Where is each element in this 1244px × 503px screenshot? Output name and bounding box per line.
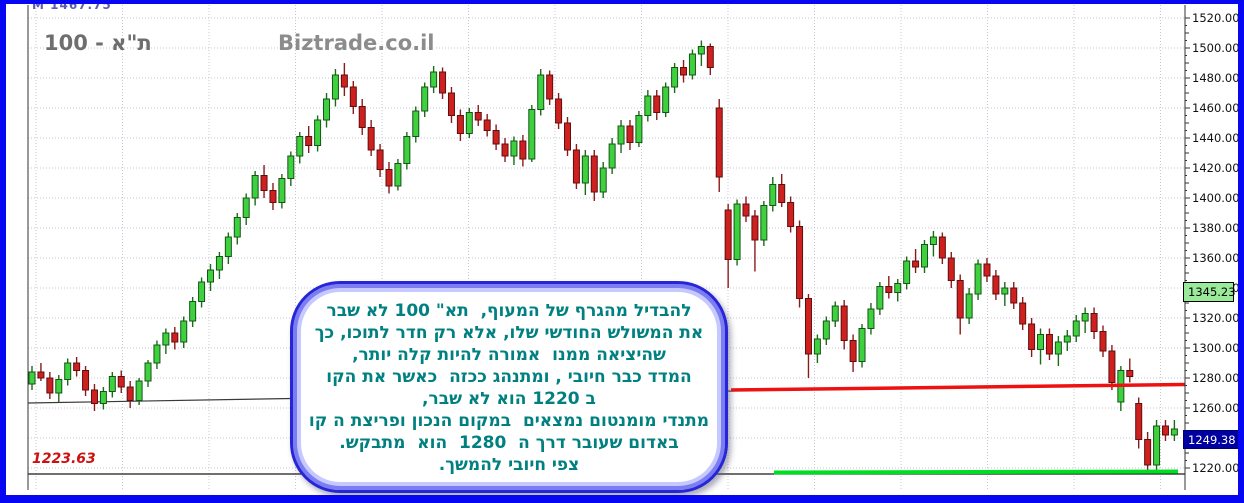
svg-text:1480.00: 1480.00: [1192, 71, 1238, 85]
site-watermark: Biztrade.co.il: [278, 31, 435, 55]
annotation-line: צפי חיובי להמשך.: [438, 455, 580, 475]
svg-text:1260.00: 1260.00: [1192, 401, 1238, 415]
candlestick-chart-canvas[interactable]: 1220.001240.001260.001280.001300.001320.…: [6, 4, 1238, 495]
last-price-marker: 1249.38: [1183, 430, 1238, 449]
price-level-label-bottom-left: 1223.63: [32, 451, 96, 467]
annotation-line: את המשולש החודשי שלו, אלא רק חדר לתוכו, …: [314, 323, 704, 343]
level-marker-green: 1345.23: [1183, 282, 1236, 302]
chart-title: ת"א - 100: [44, 31, 152, 55]
annotation-line: באדום שעובר דרך ה 1280 הוא מתבקש.: [339, 433, 679, 453]
svg-text:1280.00: 1280.00: [1192, 371, 1238, 385]
svg-text:1320.00: 1320.00: [1192, 311, 1238, 325]
svg-text:1220.00: 1220.00: [1192, 461, 1238, 475]
svg-text:1380.00: 1380.00: [1192, 221, 1238, 235]
svg-text:1400.00: 1400.00: [1192, 191, 1238, 205]
svg-text:1460.00: 1460.00: [1192, 101, 1238, 115]
indicator-value-label: M 1467.75: [32, 4, 112, 12]
svg-text:1520.00: 1520.00: [1192, 11, 1238, 25]
annotation-line: להבדיל מהגרף של המעוף, תא" 100 לא שבר: [326, 301, 692, 321]
annotation-line: שהיציאה ממנו אמורה להיות קלה יותר,: [352, 345, 666, 365]
annotation-line: ב 1220 הוא לא שבר,: [422, 389, 596, 409]
svg-text:1300.00: 1300.00: [1192, 341, 1238, 355]
svg-text:1360.00: 1360.00: [1192, 251, 1238, 265]
svg-text:1500.00: 1500.00: [1192, 41, 1238, 55]
svg-text:1420.00: 1420.00: [1192, 161, 1238, 175]
annotation-line: מתנדי מומנטום נמצאים במקום הנכון ופריצת …: [308, 411, 710, 431]
annotation-bubble: להבדיל מהגרף של המעוף, תא" 100 לא שבר את…: [290, 281, 728, 493]
chart-area: 1220.001240.001260.001280.001300.001320.…: [6, 4, 1238, 495]
svg-text:1440.00: 1440.00: [1192, 131, 1238, 145]
annotation-line: המדד כבר חיובי , ומתנהג ככזה כאשר את הקו: [326, 367, 692, 387]
